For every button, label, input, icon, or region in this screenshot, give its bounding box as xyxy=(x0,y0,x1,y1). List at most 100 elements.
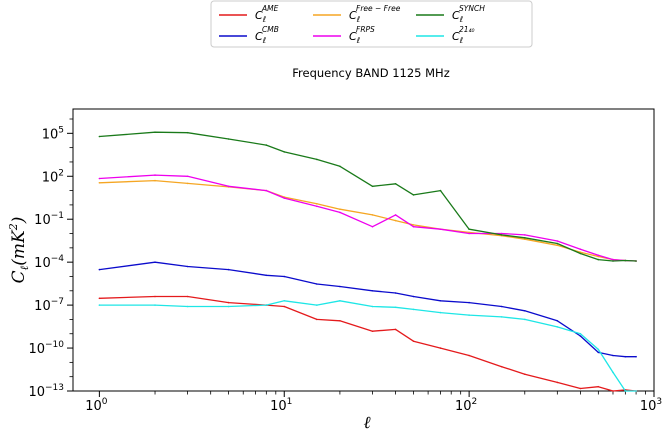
data-point xyxy=(612,390,614,392)
data-point xyxy=(579,248,582,250)
data-point xyxy=(186,182,189,185)
data-point xyxy=(597,254,600,257)
data-point xyxy=(154,179,156,182)
data-point xyxy=(468,301,470,304)
data-point xyxy=(468,354,470,357)
legend-label: CℓFree − Free xyxy=(349,4,401,24)
data-point xyxy=(227,138,230,140)
data-point xyxy=(98,182,101,184)
data-point xyxy=(624,390,627,392)
series-line-freefree xyxy=(99,179,637,262)
plot-area xyxy=(72,108,655,392)
data-point xyxy=(316,203,318,205)
data-point xyxy=(98,304,101,306)
data-point xyxy=(412,194,415,196)
data-point xyxy=(186,305,189,308)
data-point xyxy=(597,258,600,261)
data-point xyxy=(556,381,559,384)
x-tick-label: 101 xyxy=(270,397,292,414)
data-point xyxy=(186,175,189,178)
y-axis-label-main: C xyxy=(9,270,29,283)
data-point xyxy=(394,183,397,185)
data-point xyxy=(98,177,101,180)
data-point xyxy=(394,214,397,216)
data-point xyxy=(579,387,582,390)
data-point xyxy=(394,219,397,222)
data-point xyxy=(186,295,189,298)
data-point xyxy=(154,131,156,133)
data-point xyxy=(339,165,341,168)
data-point xyxy=(339,208,341,210)
data-point xyxy=(556,326,559,328)
data-point xyxy=(556,242,559,245)
y-tick-label: 10−4 xyxy=(34,254,64,271)
data-point xyxy=(371,330,374,333)
data-point xyxy=(265,274,268,277)
legend-label: CℓAME xyxy=(255,4,279,24)
data-point xyxy=(412,225,415,228)
data-point xyxy=(500,234,503,236)
y-axis-label-sub: ℓ xyxy=(18,265,31,270)
x-tick-label: 102 xyxy=(455,397,477,414)
series-line-frps xyxy=(99,174,637,262)
data-point xyxy=(227,301,230,304)
data-point xyxy=(316,205,318,208)
legend: CℓAME CℓFree − Free CℓSYNCH CℓCMB CℓFRPS Cℓ21… xyxy=(210,0,533,48)
data-point xyxy=(524,237,526,239)
data-point xyxy=(500,365,503,368)
data-point xyxy=(468,314,470,316)
data-point xyxy=(371,225,374,228)
legend-label: CℓCMB xyxy=(255,25,279,45)
data-point xyxy=(524,318,526,321)
legend-label: Cℓ21₄₀ xyxy=(452,25,475,45)
x-tick-label: 100 xyxy=(85,397,108,414)
data-point xyxy=(283,275,286,278)
data-point xyxy=(524,238,526,240)
legend-label: CℓSYNCH xyxy=(452,4,485,24)
data-point xyxy=(154,295,156,298)
data-point xyxy=(635,260,637,262)
svg-text:Cℓ(mK2): Cℓ(mK2) xyxy=(7,217,31,284)
data-point xyxy=(371,290,374,292)
data-point xyxy=(316,304,318,306)
data-point xyxy=(439,347,442,349)
data-point xyxy=(394,292,397,294)
y-tick-label: 10−7 xyxy=(34,297,64,314)
data-point xyxy=(500,305,503,308)
data-point xyxy=(394,306,397,309)
data-point xyxy=(316,283,318,285)
data-point xyxy=(339,285,341,288)
data-point xyxy=(339,211,341,214)
data-point xyxy=(371,305,374,308)
data-point xyxy=(556,244,559,247)
data-point xyxy=(265,304,268,306)
data-point xyxy=(524,234,526,236)
data-point xyxy=(439,300,442,302)
data-point xyxy=(316,318,318,321)
data-point xyxy=(468,232,470,235)
data-point xyxy=(556,320,559,322)
data-point xyxy=(154,174,156,176)
series-line-21 xyxy=(99,300,637,392)
y-axis-label-sup: 2 xyxy=(7,223,20,231)
data-point xyxy=(500,232,503,235)
data-point xyxy=(624,355,627,358)
data-point xyxy=(283,151,286,153)
data-point xyxy=(412,308,415,311)
data-point xyxy=(154,304,156,306)
data-point xyxy=(597,255,600,258)
y-tick-label: 102 xyxy=(42,168,64,185)
data-point xyxy=(439,189,442,192)
data-point xyxy=(283,305,286,308)
series-line-cmb xyxy=(99,261,637,358)
legend-label: CℓFRPS xyxy=(349,25,375,45)
y-axis-label-units: (mK xyxy=(9,229,29,266)
data-point xyxy=(394,328,397,331)
data-point xyxy=(412,224,415,226)
y-tick-label: 10−13 xyxy=(28,383,64,400)
data-point xyxy=(283,197,286,199)
data-point xyxy=(635,355,637,358)
data-point xyxy=(316,158,318,161)
data-point xyxy=(579,335,582,337)
